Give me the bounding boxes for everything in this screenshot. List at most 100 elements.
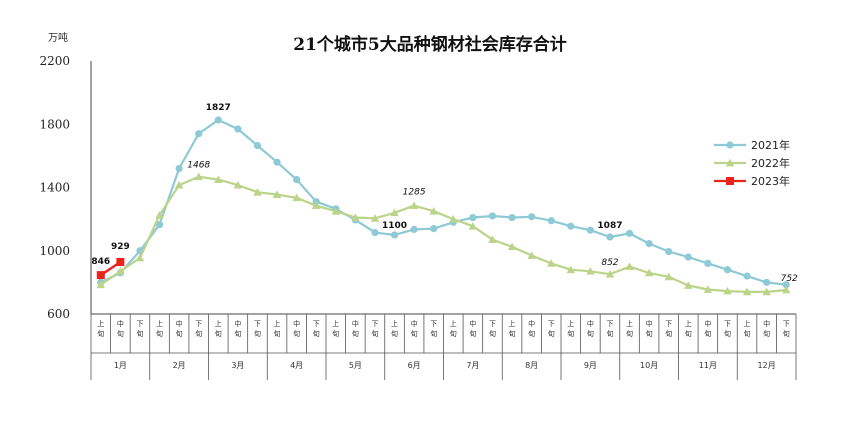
data-point	[507, 242, 517, 251]
x-tick-label: 中旬	[704, 319, 711, 338]
data-point	[567, 222, 575, 230]
data-point	[684, 253, 692, 261]
data-point	[763, 278, 771, 286]
data-label: 846	[91, 257, 110, 267]
y-tick-label: 600	[47, 307, 70, 321]
legend-label: 2022年	[751, 156, 790, 170]
data-point	[742, 287, 752, 296]
month-label: 7月	[466, 361, 479, 370]
data-point	[194, 172, 203, 181]
series-line	[100, 175, 787, 293]
data-label: 1827	[206, 103, 231, 113]
y-tick-label: 1400	[39, 181, 70, 195]
data-point	[331, 207, 340, 215]
data-point	[665, 247, 673, 256]
data-point	[233, 180, 243, 189]
data-point	[390, 208, 399, 217]
legend: 2021年 2022年 2023年	[714, 138, 790, 188]
x-tick-label: 下旬	[371, 320, 378, 338]
y-tick-label: 2200	[39, 54, 70, 68]
x-tick-label: 下旬	[548, 320, 555, 338]
data-point	[547, 217, 555, 225]
data-point	[782, 281, 790, 289]
month-label: 12月	[758, 361, 776, 370]
x-tick-label: 上旬	[274, 319, 281, 338]
data-label: 929	[111, 242, 130, 252]
data-point	[625, 229, 634, 237]
month-label: 3月	[231, 361, 244, 370]
x-tick-label: 下旬	[136, 320, 143, 338]
data-point	[605, 269, 615, 278]
data-point	[116, 267, 125, 275]
data-point	[155, 210, 164, 219]
series-1	[96, 172, 791, 296]
data-label: 852	[601, 258, 618, 268]
legend-item: 2023年	[714, 174, 790, 188]
data-point	[703, 285, 713, 293]
data-point	[566, 265, 575, 274]
data-point	[371, 228, 379, 237]
x-tick-label: 中旬	[293, 319, 300, 338]
data-point	[429, 207, 438, 215]
x-tick-label: 上旬	[744, 319, 751, 338]
data-point	[253, 188, 262, 196]
data-point	[527, 251, 536, 259]
data-point	[293, 175, 301, 184]
data-point	[410, 225, 418, 234]
data-point	[704, 259, 712, 267]
x-tick-label: 上旬	[215, 319, 222, 338]
data-point	[430, 225, 438, 233]
x-tick-label: 中旬	[117, 319, 124, 338]
data-point	[292, 193, 301, 202]
data-point	[488, 235, 497, 244]
data-label: 1285	[403, 188, 426, 198]
x-tick-label: 下旬	[430, 320, 437, 338]
x-tick-label: 上旬	[156, 319, 163, 338]
month-label: 4月	[290, 361, 303, 370]
data-point	[684, 281, 693, 289]
x-tick-label: 上旬	[685, 319, 692, 338]
month-label: 1月	[114, 361, 127, 370]
data-point	[644, 268, 654, 277]
data-point	[214, 175, 223, 183]
x-tick-label: 中旬	[352, 319, 359, 338]
data-point	[234, 125, 242, 133]
data-point	[508, 213, 516, 222]
axes: 6001000140018002200上旬中旬下旬上旬中旬下旬上旬中旬下旬上旬中…	[39, 54, 797, 380]
data-point	[175, 164, 183, 173]
x-tick-label: 下旬	[665, 320, 672, 338]
data-point	[528, 213, 536, 221]
y-tick-label: 1000	[39, 244, 70, 258]
data-point	[253, 141, 262, 150]
x-tick-label: 中旬	[411, 319, 418, 338]
data-point	[135, 253, 145, 262]
series-2	[96, 257, 125, 280]
x-tick-label: 下旬	[489, 320, 496, 338]
data-point	[723, 266, 732, 274]
data-label: 1100	[382, 221, 407, 231]
data-point	[782, 285, 791, 294]
series-0	[97, 116, 790, 289]
month-label: 5月	[349, 361, 362, 370]
data-point	[351, 213, 360, 221]
data-point	[586, 267, 595, 275]
data-point	[725, 158, 735, 167]
x-tick-label: 中旬	[587, 319, 594, 338]
series-line	[100, 118, 787, 286]
series-layer	[96, 116, 791, 296]
x-tick-label: 上旬	[567, 319, 574, 338]
data-point	[468, 222, 478, 230]
x-tick-label: 上旬	[391, 319, 398, 338]
chart-title: 21个城市5大品种钢材社会库存合计	[293, 34, 567, 55]
x-tick-label: 中旬	[528, 319, 535, 338]
data-point	[723, 286, 732, 295]
unit-label: 万吨	[48, 31, 68, 44]
data-point	[312, 201, 321, 210]
data-point	[547, 259, 556, 267]
data-point	[155, 221, 164, 229]
x-tick-label: 下旬	[254, 320, 261, 338]
month-label: 8月	[525, 361, 538, 370]
x-tick-label: 上旬	[509, 319, 516, 338]
x-tick-label: 下旬	[783, 320, 790, 338]
